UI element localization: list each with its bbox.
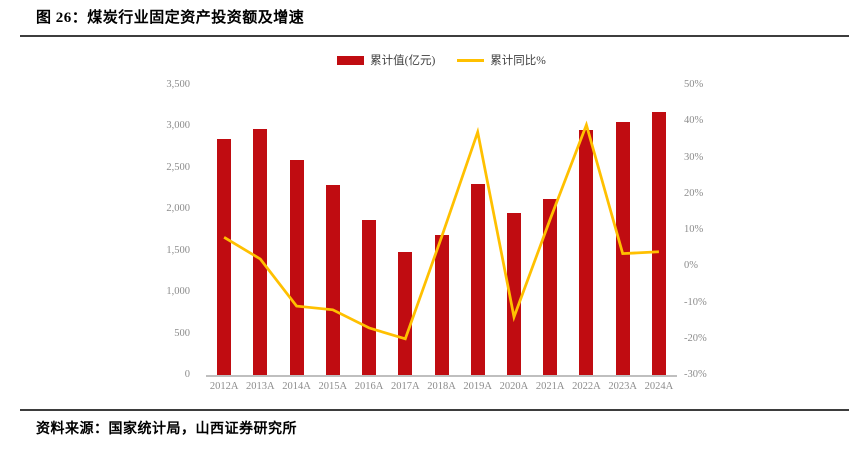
figure-title: 图 26：煤炭行业固定资产投资额及增速 [36, 10, 305, 26]
right-axis-tick: -20% [684, 332, 707, 344]
left-axis-tick: 2,500 [166, 161, 190, 173]
x-axis-label-2016A: 2016A [354, 381, 384, 392]
bar-2012A [217, 138, 232, 375]
x-axis-label-2017A: 2017A [390, 381, 420, 392]
bar-2021A [543, 199, 558, 375]
x-axis-label-2013A: 2013A [246, 381, 275, 392]
x-axis-baseline [206, 375, 677, 377]
source-note: 资料来源：国家统计局，山西证券研究所 [36, 422, 297, 437]
left-axis-tick: 3,000 [166, 120, 190, 132]
right-axis-tick: 40% [684, 115, 704, 127]
x-axis-label-2021A: 2021A [535, 381, 565, 392]
source-divider [20, 409, 849, 411]
right-axis-tick: 50% [684, 79, 704, 90]
legend-item-line: 累计同比% [457, 52, 546, 68]
x-axis-label-2018A: 2018A [427, 381, 456, 392]
right-axis-tick: 30% [684, 151, 704, 163]
bar-2018A [434, 234, 449, 375]
left-axis-tick: 500 [174, 327, 190, 339]
bar-2013A [253, 128, 268, 375]
left-axis-tick: 1,500 [166, 244, 190, 256]
bar-2024A [651, 112, 666, 375]
bar-2014A [289, 159, 304, 375]
x-axis-label-2023A: 2023A [608, 381, 637, 392]
bar-series-swatch [337, 55, 365, 65]
bar-2020A [506, 213, 521, 375]
x-axis-label-2024A: 2024A [644, 381, 674, 392]
x-axis-label-2014A: 2014A [282, 381, 311, 392]
bar-series-label: 累计值(亿元) [370, 55, 436, 67]
left-axis-tick: 0 [184, 369, 190, 380]
bar-2019A [470, 183, 485, 375]
right-axis-tick: 0% [684, 260, 698, 272]
right-axis-tick: 10% [684, 224, 704, 235]
title-divider [20, 35, 849, 37]
left-axis-tick: 1,000 [166, 286, 190, 298]
x-axis-label-2015A: 2015A [318, 381, 348, 392]
left-axis-tick: 3,500 [166, 79, 190, 90]
chart-legend: 累计值(亿元) 累计同比% [206, 52, 677, 68]
line-series-label: 累计同比% [490, 55, 546, 67]
x-axis-label-2022A: 2022A [572, 381, 601, 392]
bar-2017A [398, 252, 413, 375]
bar-2015A [325, 185, 340, 375]
x-axis-label-2020A: 2020A [499, 381, 529, 392]
legend-item-bar: 累计值(亿元) [337, 52, 435, 68]
bar-2023A [615, 122, 630, 375]
right-axis-tick: -30% [684, 369, 707, 380]
x-axis-label-2012A: 2012A [209, 381, 239, 392]
bar-2022A [579, 129, 594, 375]
right-axis-tick: -10% [684, 296, 707, 308]
left-axis-tick: 2,000 [166, 203, 190, 215]
x-axis-label-2019A: 2019A [463, 381, 493, 392]
right-axis-tick: 20% [684, 187, 704, 199]
bar-2016A [362, 220, 377, 375]
line-series-swatch [457, 58, 485, 62]
